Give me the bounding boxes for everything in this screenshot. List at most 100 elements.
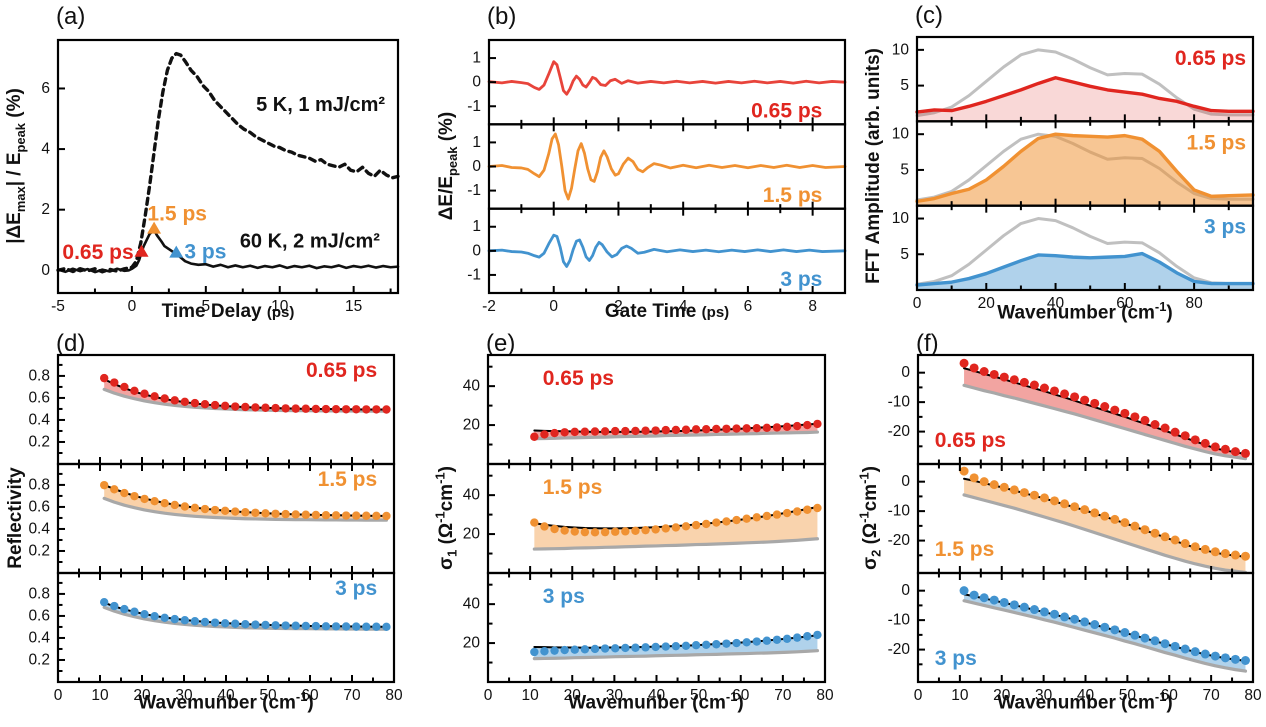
- svg-text:70: 70: [343, 687, 361, 704]
- svg-text:40: 40: [217, 687, 235, 704]
- svg-text:60 K, 2 mJ/cm²: 60 K, 2 mJ/cm²: [240, 230, 380, 252]
- svg-text:60: 60: [301, 687, 319, 704]
- svg-text:60: 60: [1116, 295, 1134, 312]
- svg-text:1.5 ps: 1.5 ps: [935, 538, 995, 561]
- svg-text:-1: -1: [467, 98, 481, 115]
- svg-text:20: 20: [463, 526, 481, 543]
- svg-text:40: 40: [463, 487, 481, 504]
- svg-text:0.65 ps: 0.65 ps: [543, 367, 614, 390]
- svg-text:2: 2: [614, 298, 623, 315]
- svg-text:30: 30: [1035, 687, 1053, 704]
- svg-text:4: 4: [41, 141, 50, 158]
- panel-d-x-axis-label: Wavemunber (cm-1): [138, 689, 314, 714]
- svg-text:0.4: 0.4: [28, 411, 50, 428]
- svg-text:50: 50: [259, 687, 277, 704]
- svg-text:-1: -1: [467, 182, 481, 199]
- svg-text:70: 70: [774, 687, 792, 704]
- panel-b: (b) ΔE/Epeak (%) 0.65 ps -1 0 1 1.5 ps -1 0 1 3 …: [420, 0, 850, 330]
- panel-c-letter: (c): [915, 2, 943, 29]
- svg-text:3 ps: 3 ps: [184, 241, 226, 264]
- svg-text:0: 0: [128, 298, 137, 315]
- svg-text:0.8: 0.8: [28, 585, 50, 602]
- svg-text:0: 0: [549, 298, 558, 315]
- svg-text:1.5 ps: 1.5 ps: [763, 184, 823, 207]
- svg-text:-5: -5: [51, 298, 65, 315]
- svg-text:20: 20: [993, 687, 1011, 704]
- panel-e: (e) σ1 (Ω-1cm-1) 0.65 ps 20 40 1.5 ps 20 40 3 …: [420, 330, 850, 727]
- panel-b-y-axis-label: ΔE/Epeak (%): [436, 111, 460, 221]
- svg-text:1: 1: [472, 218, 481, 235]
- svg-text:50: 50: [1119, 687, 1137, 704]
- svg-text:40: 40: [463, 596, 481, 613]
- svg-text:80: 80: [1244, 687, 1262, 704]
- svg-text:0: 0: [901, 582, 910, 599]
- svg-text:3 ps: 3 ps: [935, 647, 977, 670]
- panel-e-x-axis-label: Wavemunber (cm-1): [568, 689, 744, 714]
- panel-f-x-axis-label: Wavenumber (cm-1): [997, 689, 1173, 714]
- panel-a-x-axis-label: Time Delay (ps): [161, 301, 295, 322]
- svg-text:3 ps: 3 ps: [335, 577, 377, 600]
- svg-text:60: 60: [732, 687, 750, 704]
- panel-c: (c) FFT Amplitude (arb. units) 0.65 ps 5 1…: [850, 0, 1266, 330]
- panel-d-letter: (d): [56, 330, 86, 357]
- svg-text:0.2: 0.2: [28, 433, 50, 450]
- svg-text:1.5 ps: 1.5 ps: [543, 476, 603, 499]
- svg-text:8: 8: [808, 298, 817, 315]
- svg-text:1: 1: [472, 50, 481, 67]
- panel-b-plot: 0.65 ps -1 0 1 1.5 ps -1 0 1 3 ps -1 0 1 -2 0 2 4 6 8: [467, 38, 847, 315]
- svg-text:0.2: 0.2: [28, 542, 50, 559]
- svg-text:20: 20: [463, 635, 481, 652]
- panel-d-plot: 0.65 ps 0.2 0.4 0.6 0.8 1.5 ps 0.2 0.4 0.6 0.8 3 p…: [28, 353, 403, 704]
- svg-text:0.8: 0.8: [28, 476, 50, 493]
- svg-text:20: 20: [564, 687, 582, 704]
- panel-a-letter: (a): [56, 3, 86, 30]
- svg-text:0.4: 0.4: [28, 520, 50, 537]
- svg-text:10: 10: [951, 687, 969, 704]
- svg-text:0.6: 0.6: [28, 607, 50, 624]
- panel-f-y-axis-label: σ2 (Ω-1cm-1): [856, 466, 884, 570]
- panel-f: (f) σ2 (Ω-1cm-1) 0.65 ps 0 -10 -20 1.5 ps 0 -1…: [850, 330, 1266, 727]
- svg-text:2: 2: [41, 201, 50, 218]
- svg-text:0.2: 0.2: [28, 651, 50, 668]
- panel-a-plot: 0.65 ps 1.5 ps 3 ps 5 K, 1 mJ/cm² 60 K, 2 mJ…: [41, 38, 400, 315]
- svg-text:40: 40: [1047, 295, 1065, 312]
- svg-text:80: 80: [816, 687, 834, 704]
- svg-text:30: 30: [606, 687, 624, 704]
- svg-text:1.5 ps: 1.5 ps: [147, 203, 207, 226]
- svg-text:5: 5: [202, 298, 211, 315]
- svg-text:60: 60: [1161, 687, 1179, 704]
- svg-text:6: 6: [41, 80, 50, 97]
- panel-d-y-axis-label: Reflectivity: [5, 467, 26, 569]
- svg-text:0.6: 0.6: [28, 389, 50, 406]
- svg-text:0: 0: [472, 158, 481, 175]
- svg-text:-20: -20: [888, 532, 911, 549]
- svg-text:3 ps: 3 ps: [780, 268, 822, 291]
- svg-text:6: 6: [744, 298, 753, 315]
- panel-e-plot: 0.65 ps 20 40 1.5 ps 20 40 3 ps 20 40 0 10 20 30 40 50…: [463, 353, 834, 704]
- panel-c-y-axis-label: FFT Amplitude (arb. units): [863, 48, 884, 284]
- svg-text:1: 1: [472, 134, 481, 151]
- svg-text:40: 40: [648, 687, 666, 704]
- svg-text:-2: -2: [482, 298, 496, 315]
- svg-text:4: 4: [679, 298, 688, 315]
- svg-text:-1: -1: [467, 266, 481, 283]
- svg-text:40: 40: [1077, 687, 1095, 704]
- svg-text:20: 20: [978, 295, 996, 312]
- svg-text:-20: -20: [888, 641, 911, 658]
- svg-text:-10: -10: [888, 394, 911, 411]
- svg-text:0.65 ps: 0.65 ps: [935, 429, 1006, 452]
- svg-text:0: 0: [54, 687, 63, 704]
- panel-c-x-axis-label: Wavenumber (cm-1): [997, 299, 1173, 324]
- svg-text:0.8: 0.8: [28, 367, 50, 384]
- svg-text:80: 80: [385, 687, 403, 704]
- svg-text:10: 10: [892, 210, 910, 227]
- svg-text:5: 5: [900, 246, 909, 263]
- svg-text:3 ps: 3 ps: [1204, 216, 1246, 239]
- svg-text:0.65 ps: 0.65 ps: [751, 100, 822, 123]
- svg-text:-10: -10: [888, 612, 911, 629]
- svg-text:10: 10: [522, 687, 540, 704]
- panel-b-x-axis-label: Gate Time (ps): [604, 301, 730, 322]
- svg-text:80: 80: [1185, 295, 1203, 312]
- panel-c-plot: 0.65 ps 5 10 1.5 ps 5 10 3 ps 5 10 0 20 40 60 80: [892, 35, 1255, 312]
